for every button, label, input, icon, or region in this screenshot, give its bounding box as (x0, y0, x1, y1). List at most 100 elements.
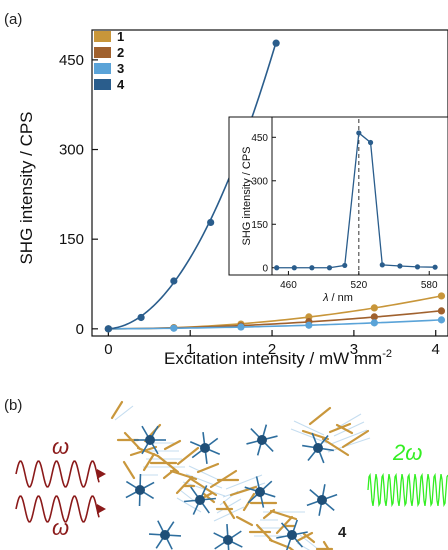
panel-b-label: (b) (4, 397, 22, 414)
series-2-point (370, 313, 378, 321)
omega-label-bottom: ω (52, 515, 69, 540)
inset-y-tick-label: 150 (251, 220, 268, 231)
main-y-tick-label: 450 (59, 52, 84, 69)
crystal-bond (229, 485, 258, 497)
structure-label: 4 (338, 524, 347, 541)
main-x-tick-label: 1 (186, 341, 194, 358)
legend-swatch-1 (94, 31, 111, 42)
incident-wave-1 (15, 460, 100, 488)
series-4-point (137, 313, 145, 322)
series-3-line (108, 319, 442, 330)
inset-spectrum-point (414, 264, 421, 270)
inset-y-tick-label: 300 (251, 176, 268, 187)
crystal-bond (163, 439, 182, 451)
crystal-bond (213, 506, 245, 522)
main-y-ticks: 0 150 300 450 (59, 52, 98, 338)
series-3-point (305, 321, 313, 329)
crystal-bond (176, 446, 200, 466)
crystal-metal-node (287, 530, 297, 540)
crystal-metal-node (257, 435, 267, 445)
crystal-metal-node (195, 495, 205, 505)
crystal-metal-node (200, 443, 210, 453)
inset-x-tick-label: 580 (421, 280, 438, 291)
crystal-bond (268, 538, 292, 550)
incident-wave-2-arrowhead (97, 504, 106, 514)
series-4-point (104, 325, 112, 333)
inset-spectrum-point (274, 265, 280, 271)
crystal-bond (162, 468, 176, 480)
inset-spectrum-point (397, 263, 403, 269)
crystal-bond (308, 406, 332, 426)
crystal-bond (336, 413, 362, 429)
inset-spectrum-point (309, 265, 315, 271)
main-x-tick-label: 4 (432, 341, 440, 358)
inset-chart: 0 150 300 450 460 520 580 SHG intensity / CPS… (228, 116, 448, 304)
main-x-axis-label: Excitation intensity / mW mm-2 (164, 348, 392, 368)
crystal-bond (182, 481, 226, 497)
crystal-bond (301, 429, 330, 441)
crystal-metal-node (313, 443, 323, 453)
legend-swatch-2 (94, 47, 111, 58)
main-x-tick-label: 0 (104, 341, 112, 358)
legend: 1 2 3 4 (94, 29, 125, 92)
crystal-bond (175, 475, 194, 495)
crystal-bond (328, 422, 352, 434)
series-3-point (170, 324, 178, 332)
inset-spectrum-point (291, 265, 297, 271)
crystal-bond (188, 465, 220, 481)
main-y-tick-label: 300 (59, 142, 84, 159)
main-x-axis-label-text: Excitation intensity / mW mm (164, 349, 382, 368)
inset-spectrum-point (379, 262, 385, 268)
crystal-bond (209, 469, 238, 489)
inset-spectrum-point (356, 130, 362, 136)
crystal-bond (110, 400, 124, 420)
crystal-metal-node (145, 435, 155, 445)
series-1-point (370, 304, 378, 312)
series-4-point (170, 277, 178, 285)
two-omega-label: 2ω (392, 440, 422, 465)
series-3-point (237, 323, 245, 331)
inset-spectrum-point (326, 265, 333, 271)
main-x-axis-label-superscript: -2 (382, 348, 392, 360)
crystal-bond (330, 429, 368, 445)
crystal-bond (176, 497, 202, 513)
crystal-bond (327, 437, 371, 453)
crystal-bond (293, 420, 325, 436)
main-x-tick-label: 2 (268, 341, 276, 358)
series-3-point (370, 319, 378, 327)
main-x-tick-label: 3 (350, 341, 358, 358)
legend-label-2: 2 (117, 45, 124, 60)
crystal-bond (122, 460, 136, 480)
inset-x-axis-label-symbol: λ (322, 292, 328, 304)
legend-label-3: 3 (117, 61, 124, 76)
series-1-point (437, 292, 446, 300)
legend-label-4: 4 (117, 77, 125, 92)
inset-x-ticks: 460 520 580 (280, 271, 438, 291)
incident-wave-1-arrowhead (97, 469, 106, 479)
inset-spectrum-point (367, 139, 374, 146)
main-y-tick-label: 0 (76, 321, 84, 338)
main-y-tick-label: 150 (59, 231, 84, 248)
series-4-point (272, 39, 280, 47)
legend-swatch-3 (94, 63, 111, 74)
inset-spectrum-point (432, 264, 438, 270)
inset-x-tick-label: 520 (350, 280, 367, 291)
legend-label-1: 1 (117, 29, 124, 44)
crystal-metal-node (317, 495, 327, 505)
crystal-bond (322, 540, 331, 550)
inset-x-axis-label-unit: / nm (328, 292, 352, 304)
series-2-point (437, 307, 446, 315)
inset-spectrum-point (342, 262, 348, 269)
crystal-bond (262, 508, 276, 520)
main-y-axis-label: SHG intensity / CPS (17, 111, 36, 264)
crystal-bond (216, 498, 242, 514)
main-series-group (104, 39, 446, 333)
omega-label-top: ω (52, 434, 69, 459)
crystal-structure-image (110, 400, 371, 550)
series-4-point (207, 218, 215, 227)
main-plot-frame (91, 29, 448, 337)
crystal-bond (179, 489, 199, 505)
crystal-bond (196, 462, 220, 474)
